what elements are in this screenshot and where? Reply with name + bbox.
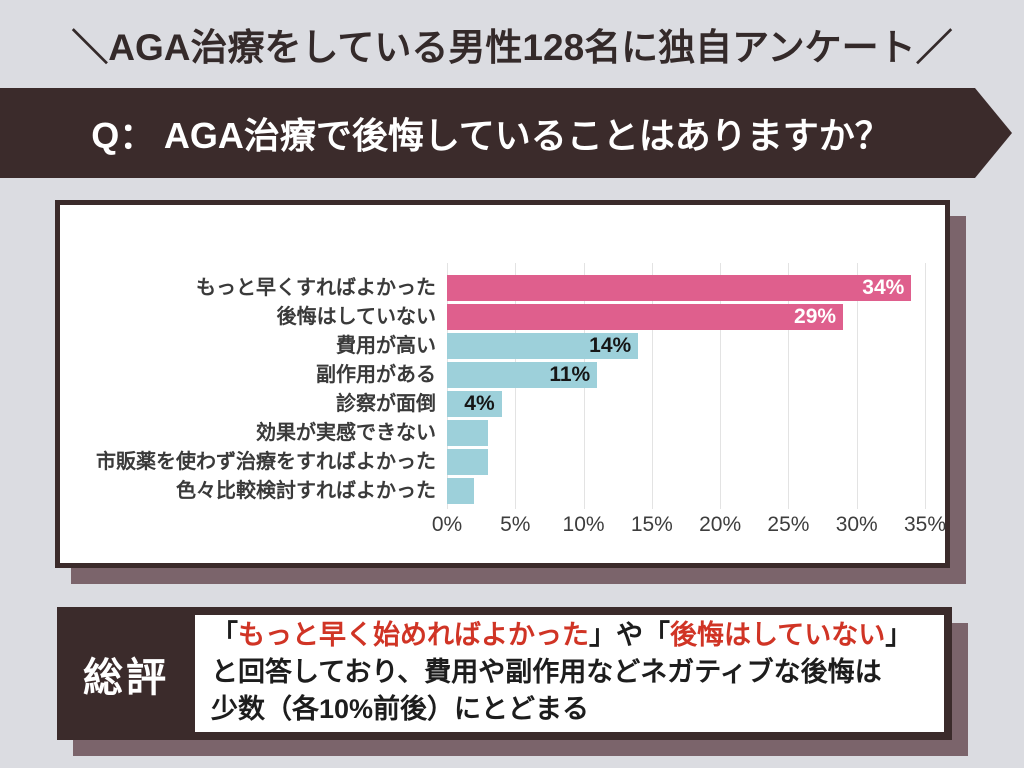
chart-row: 診察が面倒 4%: [60, 391, 945, 417]
bar-label: 効果が実感できない: [256, 422, 436, 444]
x-tick-label: 35%: [903, 513, 947, 536]
chart-row: 効果が実感できない: [60, 420, 945, 446]
question-text: Q： AGA治療で後悔していることはありますか？: [91, 115, 891, 156]
bar: [447, 449, 488, 475]
bar-track: 14%: [447, 333, 925, 359]
bar-label: 後悔はしていない: [276, 306, 436, 328]
bar: 11%: [447, 362, 598, 388]
gridline: [651, 263, 653, 509]
summary-text: 「もっと早く始めればよかった」や「後悔はしていない」 と回答しており、費用や副作…: [195, 615, 944, 732]
summary-line-2: と回答しており、費用や副作用などネガティブな後悔は: [211, 657, 882, 687]
x-tick-label: 30%: [835, 513, 878, 536]
bracket-mid: 」や「: [589, 620, 670, 650]
bracket-open: 「: [211, 620, 238, 650]
chart-row: 副作用がある 11%: [60, 362, 945, 388]
bar-label: 費用が高い: [336, 335, 436, 357]
x-tick-label: 5%: [500, 513, 531, 536]
bar-value-label: 29%: [794, 305, 837, 328]
chart-row: もっと早くすればよかった 34%: [60, 275, 945, 301]
bar-track: [447, 449, 925, 475]
bar-value-label: 14%: [589, 334, 632, 357]
chart-row: 後悔はしていない 29%: [60, 304, 945, 330]
bar: [447, 478, 475, 504]
gridline: [925, 263, 926, 509]
gridline: [856, 263, 858, 509]
bar: [447, 420, 488, 446]
x-tick-label: 10%: [562, 513, 605, 536]
gridline: [788, 263, 790, 509]
bar: 14%: [447, 333, 639, 359]
x-tick-label: 0%: [431, 513, 463, 536]
bar-label: 色々比較検討すればよかった: [176, 480, 436, 502]
bar-value-label: 11%: [549, 363, 591, 386]
highlight-phrase-2: 後悔はしていない: [670, 620, 886, 650]
chart-row: 費用が高い 14%: [60, 333, 945, 359]
bar-track: 29%: [447, 304, 925, 330]
bar-label: 副作用がある: [316, 364, 436, 386]
bar-label: もっと早くすればよかった: [196, 277, 436, 299]
bar-track: [447, 478, 925, 504]
bar-track: [447, 420, 925, 446]
bar: 29%: [447, 304, 844, 330]
chart-row: 色々比較検討すればよかった: [60, 478, 945, 504]
bar-value-label: 4%: [464, 392, 495, 415]
x-tick-label: 20%: [699, 513, 742, 536]
bar-track: 11%: [447, 362, 925, 388]
bar-track: 4%: [447, 391, 925, 417]
bar-label: 診察が面倒: [336, 393, 436, 415]
highlight-phrase-1: もっと早く始めればよかった: [238, 620, 589, 650]
bar-value-label: 34%: [862, 276, 905, 299]
question-banner: Q： AGA治療で後悔していることはありますか？: [0, 88, 1012, 178]
bar: 4%: [447, 391, 502, 417]
x-axis: 0% 5% 10% 15% 20% 25% 30% 35%: [432, 513, 946, 541]
bar: 34%: [447, 275, 912, 301]
summary-line-3: 少数（各10%前後）にとどまる: [211, 694, 590, 724]
summary-box: 総評 「もっと早く始めればよかった」や「後悔はしていない」 と回答しており、費用…: [57, 607, 952, 740]
bracket-close: 」: [885, 620, 913, 650]
page-title: ＼AGA治療をしている男性128名に独自アンケート／: [71, 27, 953, 68]
bar-track: 34%: [447, 275, 925, 301]
summary-line-1: 「もっと早く始めればよかった」や「後悔はしていない」: [211, 617, 936, 654]
summary-heading: 総評: [83, 655, 169, 700]
x-tick-label: 25%: [767, 513, 810, 536]
chart-row: 市販薬を使わず治療をすればよかった: [60, 449, 945, 475]
chart-panel: もっと早くすればよかった 34% 後悔はしていない 29% 費用が高い 14% 副作用がある…: [55, 200, 950, 568]
x-tick-label: 15%: [630, 513, 673, 536]
chart-rows: もっと早くすればよかった 34% 後悔はしていない 29% 費用が高い 14% 副作用がある…: [60, 275, 945, 504]
bar-label: 市販薬を使わず治療をすればよかった: [96, 451, 436, 473]
gridline: [720, 263, 722, 509]
